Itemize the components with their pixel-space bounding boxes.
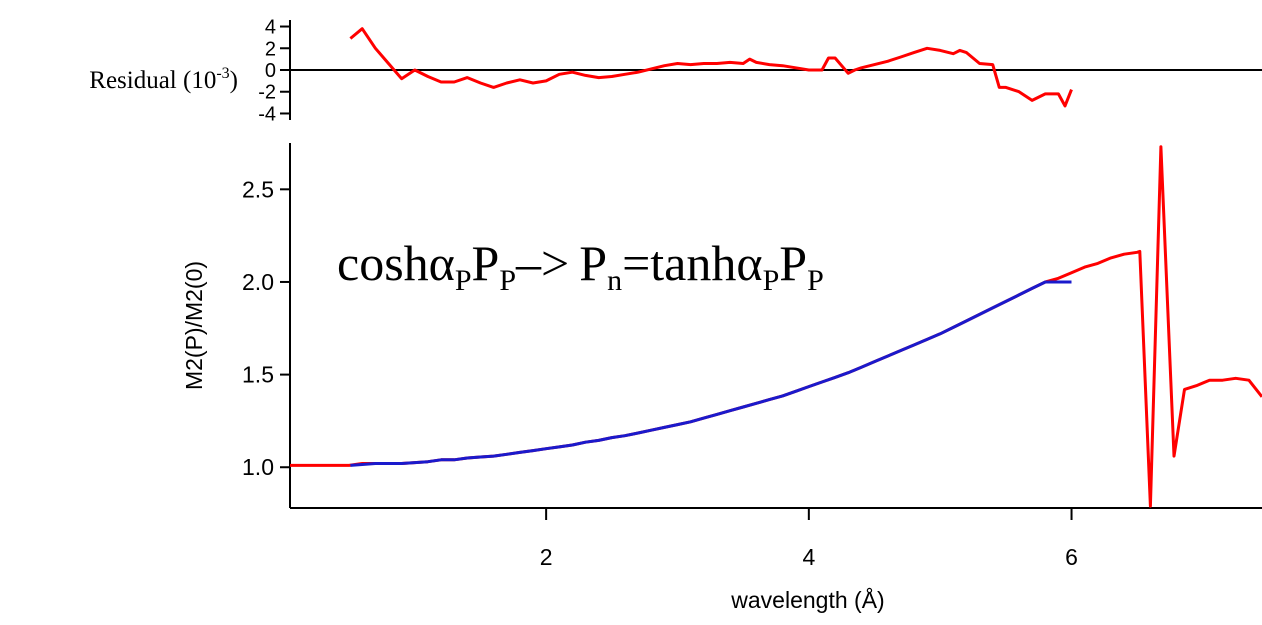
main-y-ticks: 1.0 1.5 2.0 2.5 [242, 176, 290, 480]
main-x-ticks: 2 4 6 [540, 508, 1078, 570]
main-series-group [290, 145, 1262, 508]
formula-cosh: cosh [337, 235, 429, 291]
x-axis-label: wavelength (Å) [730, 586, 884, 613]
residual-series-group [349, 27, 1073, 108]
formula-arrow: –> [515, 235, 569, 291]
residual-y-axis-label: Residual (10-3) [89, 65, 238, 94]
residual-series-line [349, 27, 1073, 108]
formula-p-1: P [472, 235, 500, 291]
residual-label-main: Residual (10 [89, 67, 216, 94]
main-series-blue-line [350, 280, 1072, 467]
formula-alpha-2: α [736, 235, 762, 291]
main-x-tick-label: 4 [802, 544, 815, 570]
residual-label-close: ) [230, 67, 238, 94]
main-series-red-line [290, 145, 1262, 508]
formula-sub-1: P [455, 264, 472, 297]
residual-y-tick-label: -2 [258, 82, 276, 104]
formula-p-2: P [779, 235, 807, 291]
main-y-tick-label: 2.0 [242, 269, 274, 295]
formula-tanh: =tanh [622, 235, 736, 291]
formula-sub-n: n [607, 264, 622, 297]
residual-y-tick-label: 2 [265, 38, 276, 60]
main-x-tick-label: 6 [1065, 544, 1078, 570]
main-panel: 1.0 1.5 2.0 2.5 2 4 6 wavelength (Å) M2(P)/M2… [181, 143, 1262, 613]
y-axis-label: M2(P)/M2(0) [181, 261, 207, 390]
formula-sub-3: P [763, 264, 780, 297]
formula-alpha-1: α [429, 235, 455, 291]
formula-annotation: coshαPPP–> Pn=tanhαPPP [337, 235, 824, 297]
formula-sub-4: P [807, 264, 824, 297]
residual-y-ticks: 420-2-4 [258, 17, 290, 125]
residual-panel: 420-2-4 Residual (10-3) [89, 17, 1262, 125]
residual-y-tick-label: 0 [265, 60, 276, 82]
residual-y-tick-label: 4 [265, 17, 276, 39]
formula-p-n: P [579, 235, 607, 291]
main-y-tick-label: 2.5 [242, 176, 274, 202]
main-x-tick-label: 2 [540, 544, 553, 570]
main-y-tick-label: 1.0 [242, 454, 274, 480]
main-y-tick-label: 1.5 [242, 362, 274, 388]
residual-y-tick-label: -4 [258, 103, 276, 125]
residual-label-exponent: -3 [216, 65, 229, 82]
formula-sub-2: P [499, 264, 516, 297]
